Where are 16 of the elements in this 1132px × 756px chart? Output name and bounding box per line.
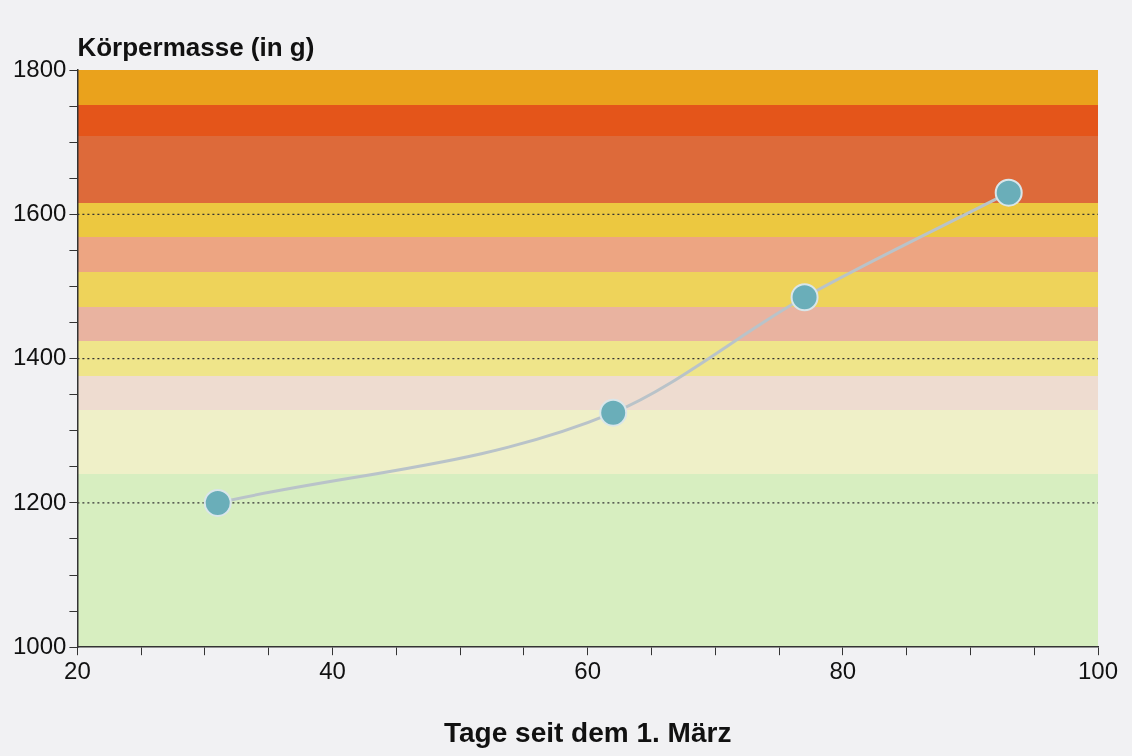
point bbox=[994, 178, 1023, 207]
y-axis-title: Körpermasse (in g) bbox=[77, 32, 315, 63]
x-axis-title: Tage seit dem 1. März bbox=[444, 716, 732, 748]
y-tick-label: 1400 bbox=[13, 343, 67, 371]
point bbox=[203, 488, 232, 517]
y-tick-label: 1000 bbox=[13, 631, 67, 659]
x-tick-label: 20 bbox=[64, 657, 91, 685]
point bbox=[790, 283, 819, 312]
point bbox=[599, 398, 628, 427]
y-tick-label: 1800 bbox=[13, 54, 67, 82]
x-tick-label: 40 bbox=[319, 657, 346, 685]
y-tick-label: 1600 bbox=[13, 198, 67, 226]
x-tick-label: 100 bbox=[1077, 657, 1119, 685]
x-tick-label: 60 bbox=[574, 657, 602, 685]
x-tick-label: 80 bbox=[829, 657, 857, 685]
y-tick-label: 1200 bbox=[13, 487, 67, 515]
